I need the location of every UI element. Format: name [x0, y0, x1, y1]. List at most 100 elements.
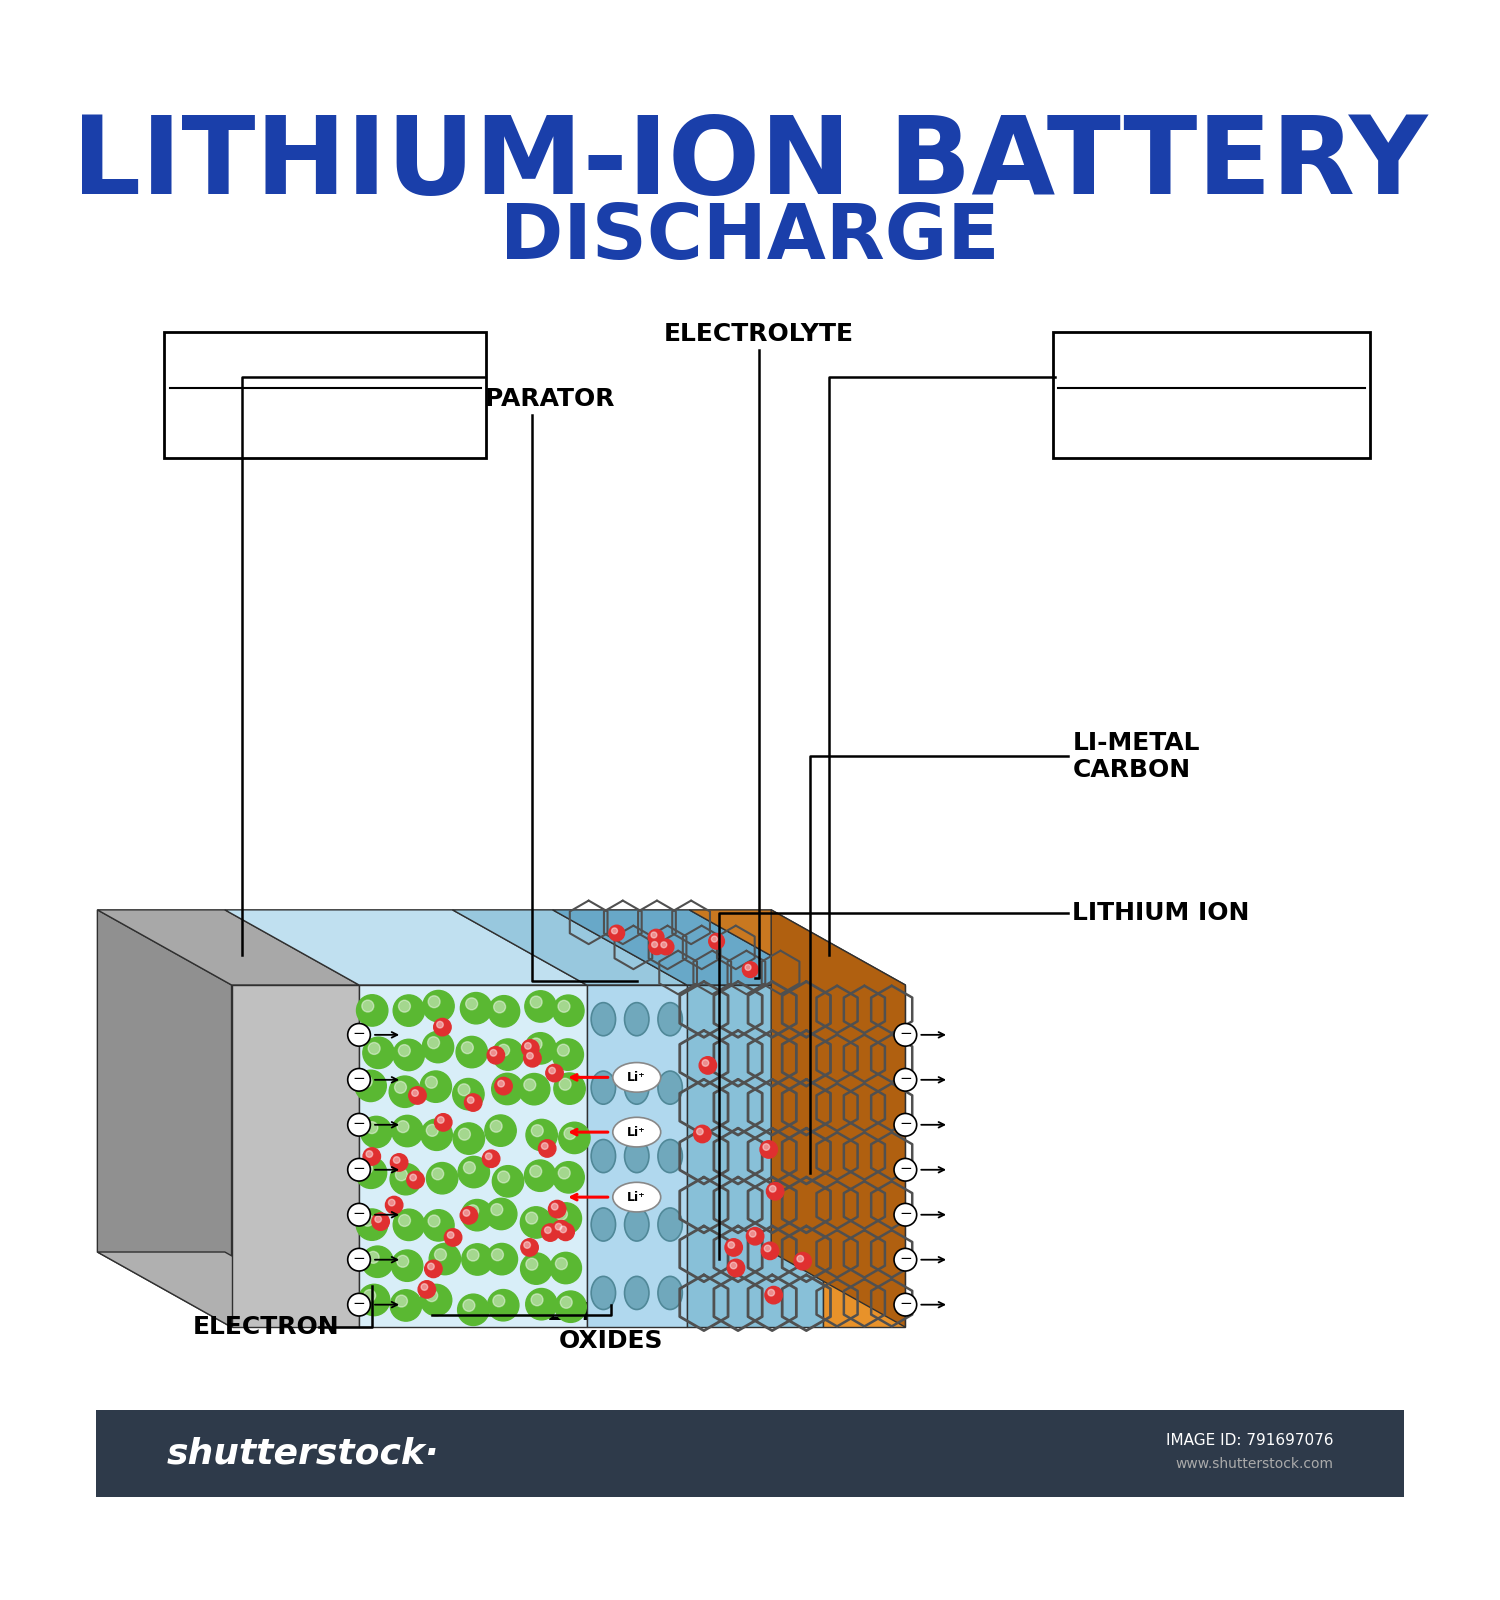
Circle shape — [458, 1157, 489, 1187]
Circle shape — [762, 1242, 778, 1259]
Ellipse shape — [658, 1003, 682, 1035]
Circle shape — [363, 1037, 394, 1069]
Circle shape — [702, 1059, 708, 1066]
Circle shape — [552, 1038, 584, 1070]
Circle shape — [399, 1045, 411, 1056]
Circle shape — [438, 1117, 444, 1123]
Circle shape — [498, 1080, 504, 1086]
Circle shape — [466, 1205, 478, 1216]
Circle shape — [362, 1246, 393, 1277]
Circle shape — [558, 1045, 570, 1056]
Circle shape — [555, 1258, 567, 1269]
Circle shape — [546, 1064, 562, 1082]
Circle shape — [894, 1114, 916, 1136]
Circle shape — [432, 1168, 444, 1179]
Ellipse shape — [591, 1070, 615, 1104]
Circle shape — [399, 1214, 411, 1227]
Circle shape — [490, 1120, 502, 1133]
Circle shape — [348, 1248, 370, 1270]
Circle shape — [388, 1077, 420, 1107]
Circle shape — [466, 1250, 478, 1261]
Circle shape — [366, 1122, 378, 1133]
Polygon shape — [552, 910, 824, 986]
Circle shape — [550, 1203, 582, 1234]
Circle shape — [357, 995, 388, 1026]
Circle shape — [747, 1227, 764, 1245]
Circle shape — [894, 1293, 916, 1315]
Circle shape — [696, 1128, 703, 1134]
Circle shape — [392, 1115, 423, 1147]
Circle shape — [462, 1200, 494, 1230]
Circle shape — [699, 1056, 717, 1074]
Circle shape — [760, 1141, 777, 1158]
Circle shape — [524, 1242, 531, 1248]
Circle shape — [468, 1096, 474, 1104]
Circle shape — [426, 1077, 438, 1088]
Circle shape — [486, 1154, 492, 1160]
Circle shape — [524, 1078, 536, 1091]
Circle shape — [465, 998, 477, 1010]
Polygon shape — [771, 910, 906, 1326]
Circle shape — [496, 1078, 508, 1091]
Circle shape — [728, 1259, 744, 1277]
Circle shape — [552, 1203, 558, 1210]
Ellipse shape — [658, 1139, 682, 1173]
Circle shape — [651, 931, 657, 938]
Circle shape — [460, 1206, 477, 1224]
Ellipse shape — [624, 1208, 650, 1242]
Circle shape — [459, 1128, 471, 1141]
Circle shape — [435, 1114, 451, 1131]
Text: IMAGE ID: 791697076: IMAGE ID: 791697076 — [1167, 1434, 1334, 1448]
Circle shape — [542, 1224, 560, 1242]
Circle shape — [765, 1245, 771, 1251]
Circle shape — [742, 962, 758, 978]
Ellipse shape — [658, 1070, 682, 1104]
Circle shape — [390, 1290, 422, 1322]
Ellipse shape — [591, 1277, 615, 1309]
Circle shape — [423, 1032, 453, 1062]
Circle shape — [356, 1070, 387, 1101]
Circle shape — [495, 1077, 512, 1094]
Text: −: − — [352, 1072, 366, 1086]
Circle shape — [410, 1086, 426, 1104]
Circle shape — [768, 1290, 774, 1296]
Circle shape — [558, 1166, 570, 1179]
Bar — [96, 1410, 1404, 1498]
Text: DISCHARGE: DISCHARGE — [500, 202, 999, 275]
Circle shape — [453, 1078, 484, 1110]
Text: −: − — [352, 1117, 366, 1131]
Circle shape — [525, 1288, 556, 1320]
Text: ELECTRON: ELECTRON — [194, 1315, 339, 1339]
Circle shape — [552, 1221, 570, 1238]
Circle shape — [396, 1294, 408, 1307]
Ellipse shape — [624, 1139, 650, 1173]
Circle shape — [464, 1210, 470, 1216]
Circle shape — [555, 1224, 562, 1230]
Circle shape — [392, 1250, 423, 1282]
Ellipse shape — [591, 1139, 615, 1173]
Text: CATHODE (+): CATHODE (+) — [232, 358, 417, 382]
Circle shape — [398, 1120, 410, 1133]
Text: LITHIUM-ION BATTERY: LITHIUM-ION BATTERY — [72, 110, 1428, 218]
Circle shape — [484, 1115, 516, 1146]
Circle shape — [348, 1024, 370, 1046]
Circle shape — [530, 1038, 542, 1050]
Circle shape — [406, 1171, 424, 1189]
Circle shape — [651, 941, 657, 947]
Circle shape — [426, 1290, 438, 1301]
Circle shape — [724, 1238, 742, 1256]
Ellipse shape — [624, 1070, 650, 1104]
Circle shape — [490, 1203, 502, 1216]
Circle shape — [356, 1157, 387, 1189]
Circle shape — [658, 939, 674, 955]
Circle shape — [464, 1162, 476, 1174]
Text: Li⁺: Li⁺ — [627, 1190, 646, 1203]
Circle shape — [362, 1000, 374, 1013]
Circle shape — [460, 992, 492, 1024]
Circle shape — [650, 939, 664, 955]
Circle shape — [375, 1216, 381, 1222]
Polygon shape — [453, 910, 687, 986]
Circle shape — [711, 936, 717, 942]
Circle shape — [348, 1203, 370, 1226]
Circle shape — [524, 1050, 542, 1067]
